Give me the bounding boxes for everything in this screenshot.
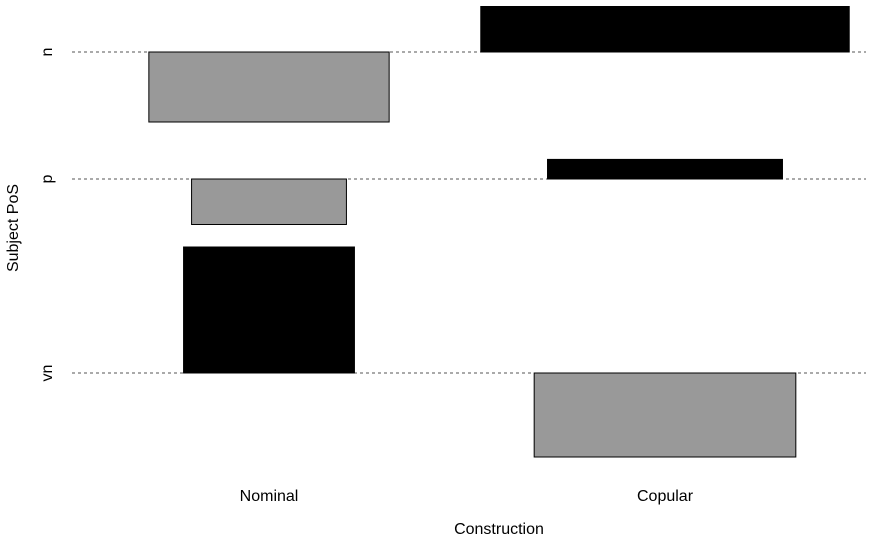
y-tick-label-n: n xyxy=(39,48,56,57)
x-axis-label: Construction xyxy=(454,521,544,538)
bar-nominal-n xyxy=(148,51,390,123)
y-axis-label: Subject PoS xyxy=(5,184,22,272)
bars xyxy=(148,6,850,458)
y-tick-labels: n p vn xyxy=(39,48,56,382)
x-tick-label-copular: Copular xyxy=(637,488,694,505)
bar-nominal-p xyxy=(191,178,347,225)
bar-copular-vn xyxy=(533,372,797,458)
y-tick-label-p: p xyxy=(39,174,56,183)
x-tick-labels: Nominal Copular xyxy=(240,488,694,505)
x-tick-label-nominal: Nominal xyxy=(240,488,299,505)
bar-nominal-vn xyxy=(183,246,355,374)
bar-copular-p xyxy=(547,158,783,180)
bar-copular-n xyxy=(480,6,850,53)
y-tick-label-vn: vn xyxy=(39,365,56,382)
